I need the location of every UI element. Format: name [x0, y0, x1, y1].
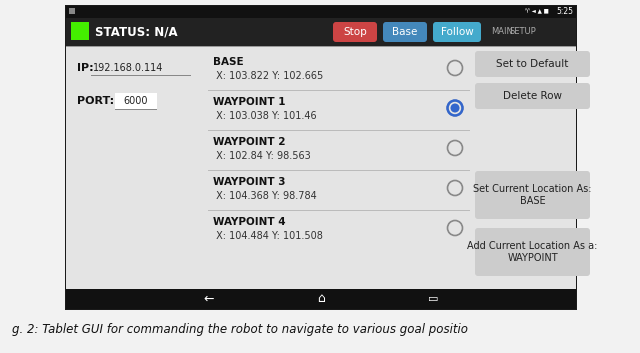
Text: Base: Base: [392, 27, 418, 37]
Bar: [65, 5, 577, 310]
Text: 192.168.0.114: 192.168.0.114: [93, 63, 163, 73]
Text: X: 103.822 Y: 102.665: X: 103.822 Y: 102.665: [213, 71, 323, 81]
Text: ⌂: ⌂: [317, 293, 325, 305]
Text: X: 104.484 Y: 101.508: X: 104.484 Y: 101.508: [213, 231, 323, 241]
Text: WAYPOINT 3: WAYPOINT 3: [213, 177, 285, 187]
Bar: [208, 90, 470, 91]
Text: ▭: ▭: [428, 294, 439, 304]
Text: Set Current Location As:
BASE: Set Current Location As: BASE: [473, 184, 592, 206]
Bar: [66, 46, 576, 47]
Bar: [208, 170, 470, 171]
Bar: [115, 109, 157, 110]
FancyBboxPatch shape: [475, 83, 590, 109]
Text: g. 2: Tablet GUI for commanding the robot to navigate to various goal positio: g. 2: Tablet GUI for commanding the robo…: [12, 323, 468, 336]
Text: WAYPOINT 4: WAYPOINT 4: [213, 217, 285, 227]
FancyBboxPatch shape: [475, 228, 590, 276]
Text: X: 104.368 Y: 98.784: X: 104.368 Y: 98.784: [213, 191, 317, 201]
Text: Set to Default: Set to Default: [496, 59, 569, 69]
Text: Stop: Stop: [343, 27, 367, 37]
Bar: [69, 8, 75, 14]
Text: PORT:: PORT:: [77, 96, 114, 106]
Bar: [71, 22, 89, 40]
Text: WAYPOINT 1: WAYPOINT 1: [213, 97, 285, 107]
Text: ♈ ◄ ▲ ■: ♈ ◄ ▲ ■: [525, 9, 549, 15]
Text: Add Current Location As a:
WAYPOINT: Add Current Location As a: WAYPOINT: [467, 241, 598, 263]
Text: ←: ←: [203, 293, 214, 305]
FancyBboxPatch shape: [383, 22, 427, 42]
Bar: [66, 289, 576, 309]
Text: Delete Row: Delete Row: [503, 91, 562, 101]
FancyBboxPatch shape: [475, 171, 590, 219]
Text: X: 103.038 Y: 101.46: X: 103.038 Y: 101.46: [213, 111, 317, 121]
Bar: [208, 130, 470, 131]
Text: BASE: BASE: [213, 57, 244, 67]
Text: STATUS: N/A: STATUS: N/A: [95, 25, 178, 38]
FancyBboxPatch shape: [333, 22, 377, 42]
Text: IP:: IP:: [77, 63, 93, 73]
Bar: [91, 75, 191, 76]
Bar: [66, 6, 576, 18]
Bar: [66, 18, 576, 46]
Bar: [66, 46, 576, 289]
FancyBboxPatch shape: [475, 51, 590, 77]
Circle shape: [451, 103, 460, 113]
Bar: [115, 93, 157, 109]
Text: Follow: Follow: [440, 27, 474, 37]
Text: SETUP: SETUP: [509, 28, 536, 36]
Text: 6000: 6000: [124, 96, 148, 106]
Text: WAYPOINT 2: WAYPOINT 2: [213, 137, 285, 147]
Text: MAIN: MAIN: [491, 28, 513, 36]
Text: X: 102.84 Y: 98.563: X: 102.84 Y: 98.563: [213, 151, 311, 161]
Text: 5:25: 5:25: [556, 7, 573, 17]
FancyBboxPatch shape: [433, 22, 481, 42]
Bar: [208, 210, 470, 211]
